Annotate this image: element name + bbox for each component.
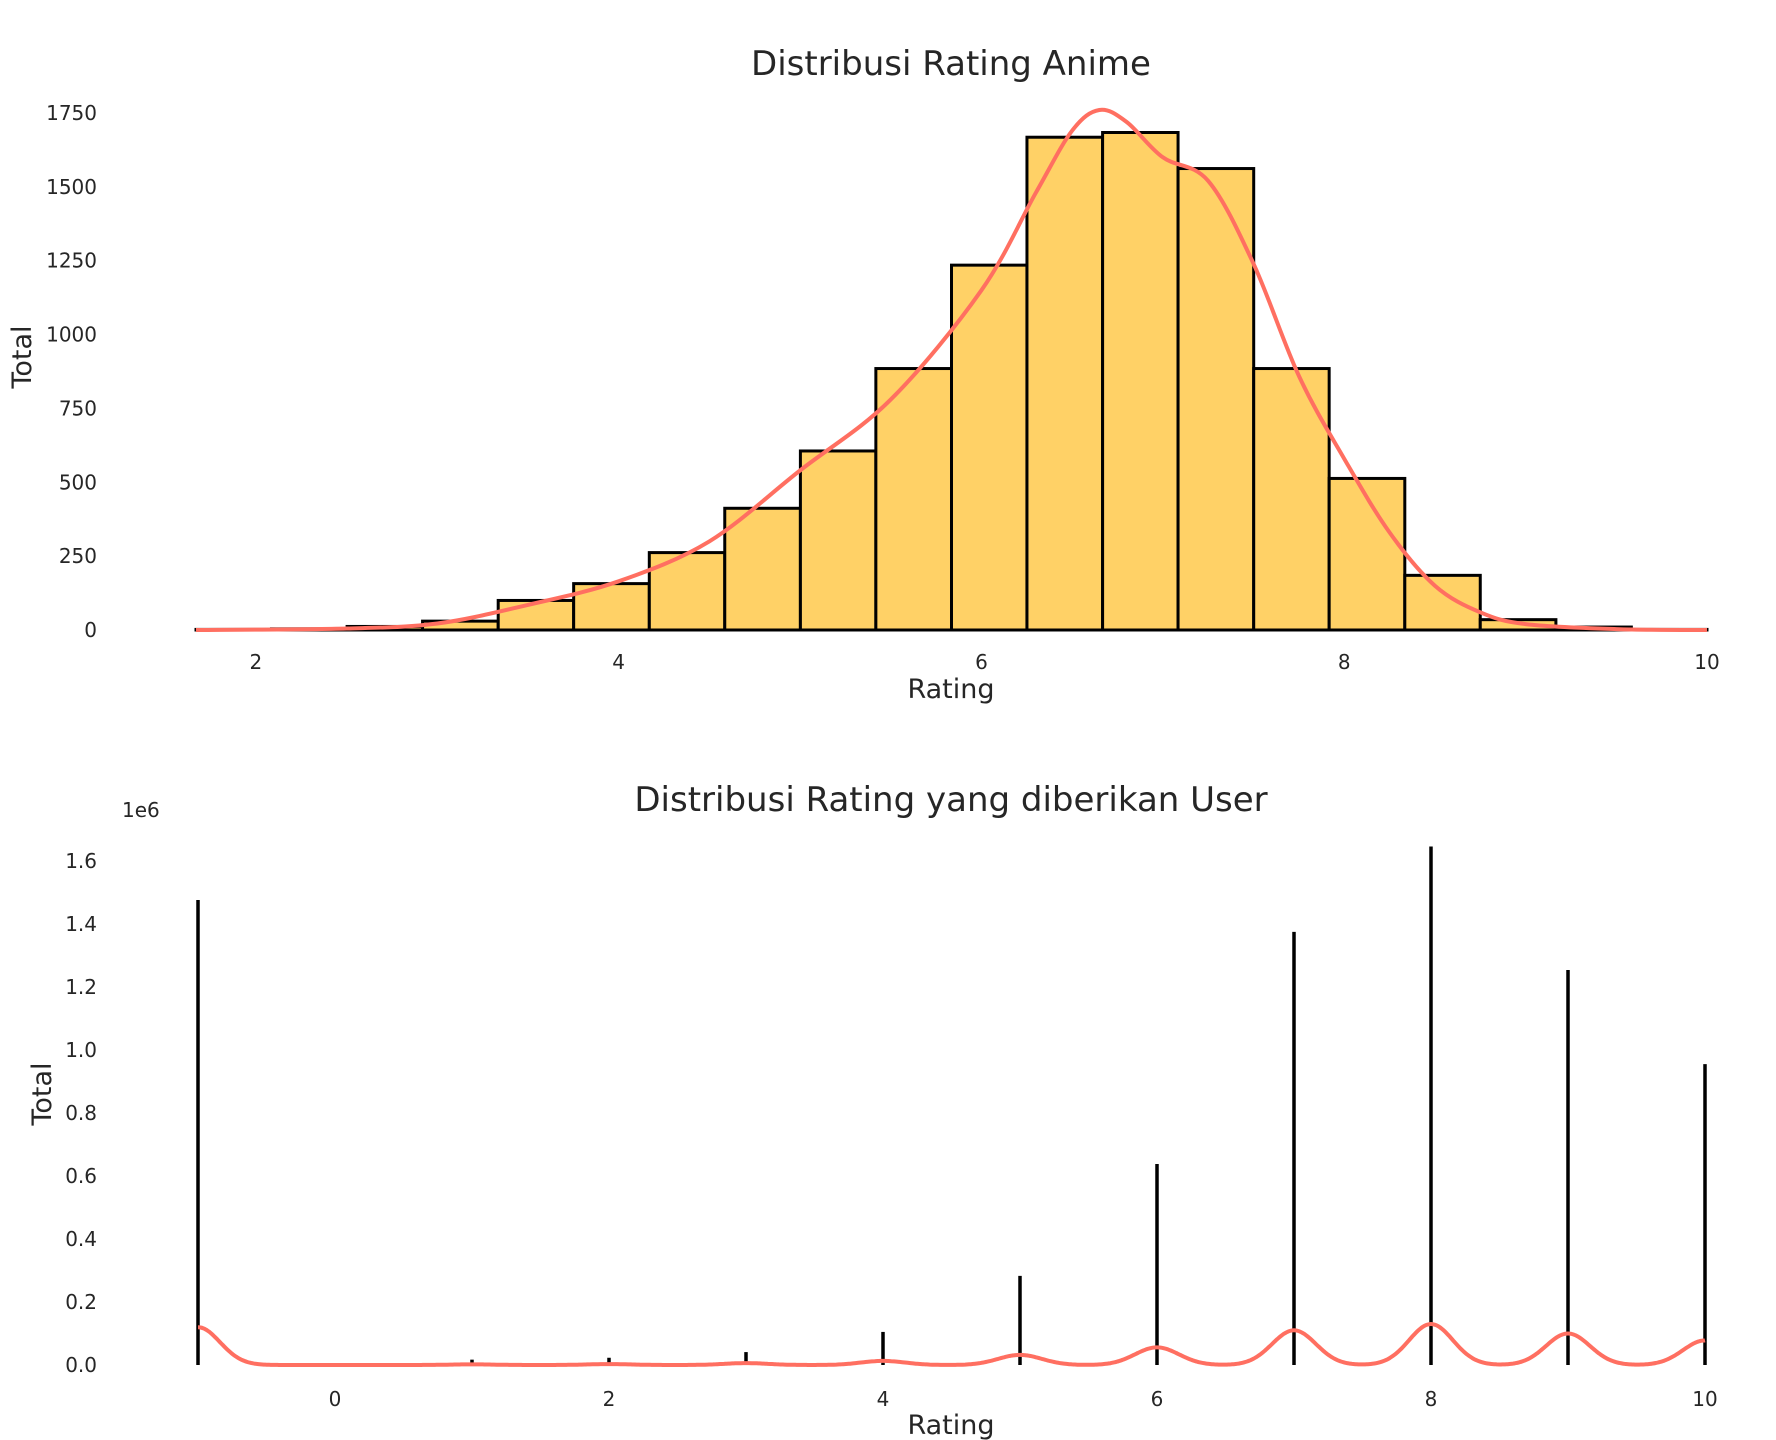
x-tick-label: 2 xyxy=(249,650,262,674)
y-tick-label: 0.0 xyxy=(65,1353,97,1377)
histogram-bar xyxy=(1252,367,1331,632)
chart-1-x-ticks: 2 4 6 8 10 xyxy=(249,650,1719,674)
x-tick-label: 10 xyxy=(1694,650,1719,674)
x-tick-label: 2 xyxy=(603,1387,616,1411)
x-tick-label: 0 xyxy=(329,1387,342,1411)
histogram-bar xyxy=(723,506,802,632)
chart-2-bars xyxy=(196,846,1707,1365)
y-tick-label: 250 xyxy=(59,544,97,568)
chart-2-xlabel: Rating xyxy=(907,1410,994,1440)
y-tick-label: 1.2 xyxy=(65,975,97,999)
y-tick-label: 750 xyxy=(59,396,97,420)
y-tick-label: 1500 xyxy=(46,175,97,199)
histogram-bar xyxy=(1101,130,1180,632)
y-tick-label: 1250 xyxy=(46,249,97,273)
histogram-bar xyxy=(950,263,1029,632)
y-tick-label: 1000 xyxy=(46,323,97,347)
y-tick-label: 1.6 xyxy=(65,849,97,873)
chart-2-kde xyxy=(197,1322,1706,1367)
chart-2-x-ticks: 0 2 4 6 8 10 xyxy=(329,1387,1718,1411)
x-tick-label: 6 xyxy=(1151,1387,1164,1411)
y-tick-label: 0 xyxy=(84,618,97,642)
histogram-bar xyxy=(1025,135,1105,632)
chart-1-bars xyxy=(194,130,1709,632)
histogram-bar xyxy=(874,367,954,632)
chart-1-xlabel: Rating xyxy=(907,674,994,705)
x-tick-label: 10 xyxy=(1692,1387,1717,1411)
kde-curve xyxy=(195,107,1708,632)
x-tick-label: 4 xyxy=(612,650,625,674)
y-tick-label: 0.4 xyxy=(65,1227,97,1251)
chart-2-y-ticks: 0.0 0.2 0.4 0.6 0.8 1.0 1.2 1.4 1.6 xyxy=(65,849,97,1377)
chart-2-ylabel: Total xyxy=(27,1062,58,1126)
y-tick-label: 0.6 xyxy=(65,1164,97,1188)
kde-curve xyxy=(197,1322,1706,1367)
chart-1-title: Distribusi Rating Anime xyxy=(751,44,1151,84)
y-tick-label: 1.4 xyxy=(65,912,97,936)
y-tick-label: 1750 xyxy=(46,101,97,125)
y-tick-label: 0.2 xyxy=(65,1290,97,1314)
x-tick-label: 4 xyxy=(877,1387,890,1411)
x-tick-label: 6 xyxy=(975,650,988,674)
y-tick-label: 0.8 xyxy=(65,1101,97,1125)
histogram-bar xyxy=(1327,476,1407,632)
chart-1-ylabel: Total xyxy=(7,325,38,389)
chart-1-y-ticks: 0 250 500 750 1000 1250 1500 1750 xyxy=(46,101,97,642)
x-tick-label: 8 xyxy=(1425,1387,1438,1411)
chart-2-title: Distribusi Rating yang diberikan User xyxy=(634,780,1267,820)
y-tick-label: 500 xyxy=(59,470,97,494)
chart-1-kde xyxy=(195,107,1708,632)
y-tick-label: 1.0 xyxy=(65,1038,97,1062)
chart-2-offset-label: 1e6 xyxy=(122,798,160,822)
x-tick-label: 8 xyxy=(1338,650,1351,674)
histogram-bar xyxy=(1403,573,1482,632)
histogram-bar xyxy=(798,449,878,632)
